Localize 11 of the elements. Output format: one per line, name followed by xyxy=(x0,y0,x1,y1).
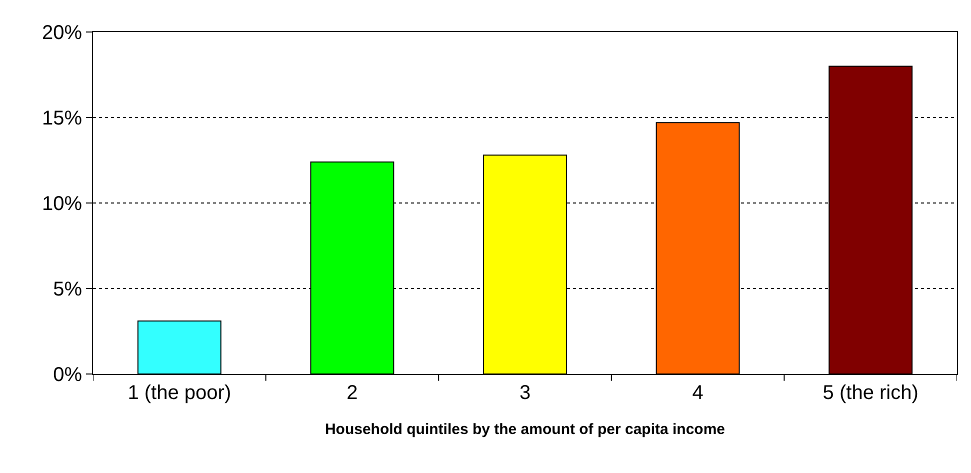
y-tick-label: 0% xyxy=(53,364,82,386)
x-tick-label: 4 xyxy=(692,382,704,404)
x-tick-label: 5 (the rich) xyxy=(822,382,918,404)
y-tick-label: 20% xyxy=(42,22,82,44)
y-tick-label: 15% xyxy=(42,108,82,130)
y-tick-label: 5% xyxy=(53,278,82,300)
x-axis-title: Household quintiles by the amount of per capita income xyxy=(324,421,726,438)
x-tick-label: 3 xyxy=(519,382,531,404)
x-tick-label: 2 xyxy=(346,382,358,404)
x-tick-label: 1 (the poor) xyxy=(128,382,232,404)
y-tick-label: 10% xyxy=(42,193,82,215)
